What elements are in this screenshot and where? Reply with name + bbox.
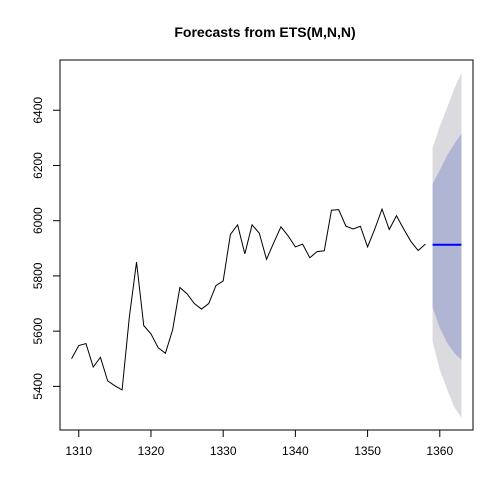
y-tick-label: 5600 xyxy=(31,317,45,344)
y-axis: 5400 5600 5800 6000 6200 6400 xyxy=(31,97,61,400)
plot-frame xyxy=(59,59,474,431)
y-tick-label: 6400 xyxy=(31,97,45,124)
x-tick-label: 1320 xyxy=(138,444,165,458)
history-line xyxy=(71,207,426,391)
series-lines xyxy=(71,207,462,391)
chart-title: Forecasts from ETS(M,N,N) xyxy=(174,24,355,40)
y-tick-label: 5800 xyxy=(31,262,45,289)
x-tick-label: 1330 xyxy=(210,444,237,458)
x-axis: 1310 1320 1330 1340 1350 1360 xyxy=(65,429,453,458)
band-80-interval xyxy=(432,133,462,360)
x-tick-label: 1360 xyxy=(426,444,453,458)
x-tick-label: 1340 xyxy=(282,444,309,458)
y-tick-label: 6200 xyxy=(31,152,45,179)
x-tick-label: 1350 xyxy=(354,444,381,458)
x-tick-label: 1310 xyxy=(65,444,92,458)
y-tick-label: 5400 xyxy=(31,373,45,400)
y-tick-label: 6000 xyxy=(31,207,45,234)
